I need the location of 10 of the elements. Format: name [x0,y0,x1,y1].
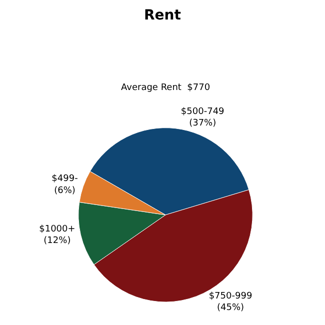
data-label: (45%) [216,302,244,313]
slice-label: $500-749 [180,106,225,117]
chart-subtitle: Average Rent $770 [121,83,210,93]
data-label: (6%) [54,186,76,196]
data-label: (12%) [44,236,71,246]
slice-label: $750-999 [208,291,252,302]
slice-label: $1000+ [39,224,76,235]
chart-title: Rent [144,8,182,24]
slice-label: $499- [52,174,78,184]
data-label: (37%) [189,118,216,129]
